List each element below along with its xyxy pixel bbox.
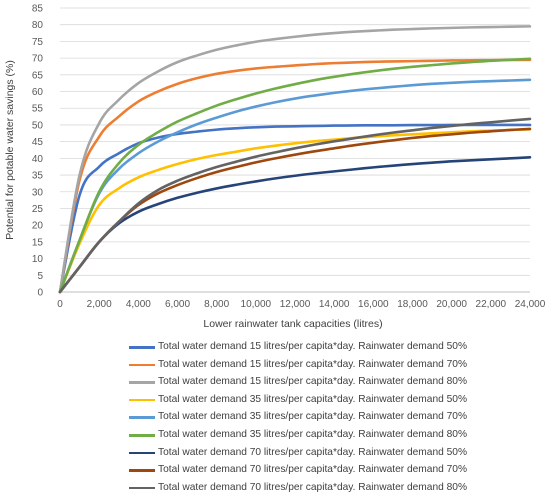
legend-item: Total water demand 15 litres/per capita*… bbox=[129, 373, 549, 391]
y-tick-label: 75 bbox=[32, 37, 44, 48]
legend-swatch bbox=[129, 469, 155, 472]
legend-swatch bbox=[129, 433, 155, 437]
y-tick-label: 50 bbox=[32, 120, 44, 131]
y-axis-title: Potential for potable water savings (%) bbox=[4, 60, 16, 240]
legend-swatch bbox=[129, 451, 155, 455]
y-tick-label: 70 bbox=[32, 54, 44, 65]
legend-label: Total water demand 15 litres/per capita*… bbox=[158, 341, 468, 352]
x-tick-label: 4,000 bbox=[126, 299, 151, 310]
legend-item: Total water demand 15 litres/per capita*… bbox=[129, 356, 549, 374]
series-line-3 bbox=[58, 25, 532, 294]
chart-legend: Total water demand 15 litres/per capita*… bbox=[129, 338, 549, 496]
y-tick-label: 40 bbox=[32, 154, 44, 165]
x-tick-label: 18,000 bbox=[397, 299, 428, 310]
y-tick-label: 35 bbox=[32, 171, 44, 182]
x-axis-title: Lower rainwater tank capacities (litres) bbox=[203, 318, 382, 330]
x-tick-label: 12,000 bbox=[280, 299, 311, 310]
gridlines bbox=[60, 7, 530, 276]
legend-item: Total water demand 35 litres/per capita*… bbox=[129, 408, 549, 426]
legend-label: Total water demand 35 litres/per capita*… bbox=[158, 428, 468, 440]
x-tick-label: 16,000 bbox=[358, 299, 389, 310]
legend-label: Total water demand 70 litres/per capita*… bbox=[158, 446, 468, 458]
y-tick-label: 30 bbox=[32, 187, 44, 198]
x-tick-label: 2,000 bbox=[87, 299, 112, 310]
legend-swatch bbox=[129, 346, 155, 349]
y-tick-label: 0 bbox=[37, 288, 43, 299]
legend-label: Total water demand 15 litres/per capita*… bbox=[158, 358, 468, 370]
y-tick-label: 10 bbox=[32, 254, 44, 265]
x-tick-label: 20,000 bbox=[436, 299, 467, 310]
legend-swatch bbox=[129, 486, 155, 490]
legend-label: Total water demand 35 litres/per capita*… bbox=[158, 393, 468, 405]
legend-swatch bbox=[129, 398, 155, 402]
x-tick-label: 14,000 bbox=[319, 299, 350, 310]
series-line-9 bbox=[58, 117, 532, 294]
series-line-5 bbox=[58, 78, 532, 294]
y-tick-label: 20 bbox=[32, 221, 44, 232]
x-tick-label: 24,000 bbox=[515, 299, 546, 310]
series-line-7 bbox=[58, 156, 532, 294]
y-tick-label: 25 bbox=[32, 204, 44, 215]
legend-item: Total water demand 70 litres/per capita*… bbox=[129, 479, 549, 497]
y-tick-label: 5 bbox=[37, 271, 43, 282]
line-chart: 0 2,000 4,000 6,000 8,000 10,000 12,000 14,000 1… bbox=[4, 4, 546, 331]
x-axis: 0 2,000 4,000 6,000 8,000 10,000 12,000 14,000 1… bbox=[57, 291, 546, 310]
legend-label: Total water demand 15 litres/per capita*… bbox=[158, 376, 468, 388]
y-tick-label: 15 bbox=[32, 237, 44, 248]
legend-swatch bbox=[129, 363, 155, 367]
y-tick-label: 45 bbox=[32, 137, 44, 148]
legend-swatch bbox=[129, 381, 155, 384]
legend-item: Total water demand 35 litres/per capita*… bbox=[129, 391, 549, 409]
series-line-2 bbox=[58, 58, 532, 294]
legend-item: Total water demand 15 litres/per capita*… bbox=[129, 338, 549, 356]
series-line-6 bbox=[58, 57, 532, 294]
y-tick-label: 55 bbox=[32, 104, 44, 115]
y-tick-label: 80 bbox=[32, 20, 44, 31]
x-tick-label: 0 bbox=[57, 299, 63, 310]
x-tick-label: 8,000 bbox=[204, 299, 229, 310]
legend-label: Total water demand 35 litres/per capita*… bbox=[158, 411, 468, 423]
x-tick-label: 10,000 bbox=[241, 299, 272, 310]
y-tick-label: 85 bbox=[32, 4, 44, 15]
legend-item: Total water demand 70 litres/per capita*… bbox=[129, 444, 549, 462]
y-tick-label: 65 bbox=[32, 70, 44, 81]
x-tick-label: 6,000 bbox=[165, 299, 190, 310]
series-lines bbox=[58, 25, 532, 294]
legend-item: Total water demand 35 litres/per capita*… bbox=[129, 426, 549, 444]
legend-label: Total water demand 70 litres/per capita*… bbox=[158, 481, 468, 493]
legend-item: Total water demand 70 litres/per capita*… bbox=[129, 461, 549, 479]
legend-label: Total water demand 70 litres/per capita*… bbox=[158, 464, 468, 476]
x-tick-label: 22,000 bbox=[476, 299, 507, 310]
legend-swatch bbox=[129, 416, 155, 419]
y-tick-label: 60 bbox=[32, 87, 44, 98]
y-axis: 0 5 10 15 20 25 30 35 40 45 50 55 60 65 70 75 80 85 bbox=[32, 4, 44, 299]
series-line-4 bbox=[58, 127, 532, 294]
